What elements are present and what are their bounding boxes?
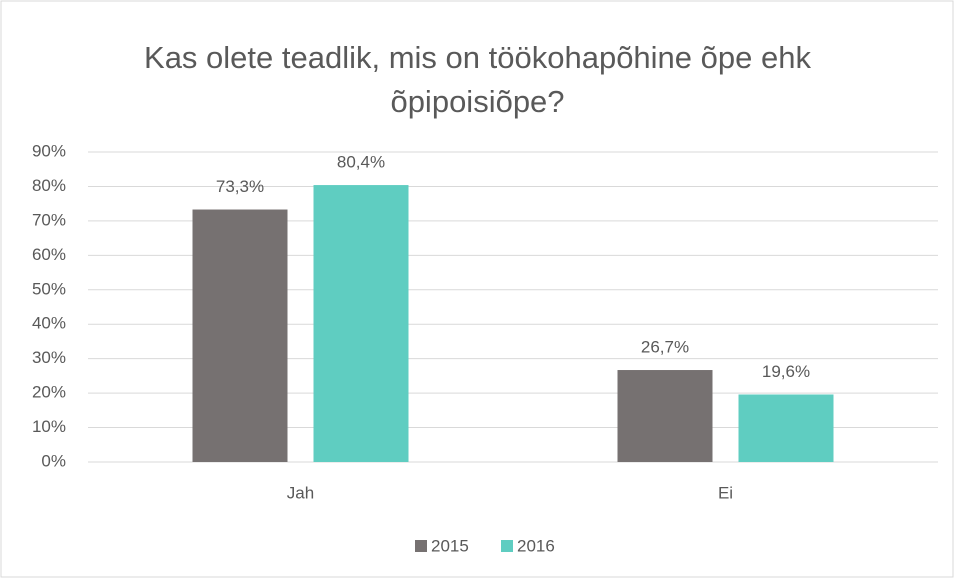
y-tick-label: 60% bbox=[32, 245, 66, 264]
y-tick-label: 30% bbox=[32, 348, 66, 367]
data-label: 73,3% bbox=[216, 177, 264, 196]
bar bbox=[617, 370, 713, 462]
data-label: 26,7% bbox=[641, 338, 689, 357]
y-tick-label: 50% bbox=[32, 279, 66, 298]
legend-label: 2016 bbox=[517, 536, 555, 555]
legend-swatch bbox=[501, 540, 513, 552]
y-tick-label: 70% bbox=[32, 210, 66, 229]
x-tick-label: Jah bbox=[287, 483, 314, 502]
data-label: 80,4% bbox=[337, 153, 385, 172]
legend-label: 2015 bbox=[431, 536, 469, 555]
y-tick-label: 20% bbox=[32, 383, 66, 402]
legend-swatch bbox=[415, 540, 427, 552]
y-tick-label: 80% bbox=[32, 176, 66, 195]
y-tick-label: 90% bbox=[32, 141, 66, 160]
bar bbox=[738, 394, 834, 462]
bar bbox=[313, 185, 409, 463]
chart-title: Kas olete teadlik, mis on töökohapõhine … bbox=[144, 40, 811, 119]
data-label: 19,6% bbox=[762, 362, 810, 381]
y-tick-label: 10% bbox=[32, 417, 66, 436]
x-tick-label: Ei bbox=[718, 483, 733, 502]
y-tick-label: 40% bbox=[32, 314, 66, 333]
bar bbox=[192, 209, 288, 462]
y-tick-label: 0% bbox=[41, 451, 66, 470]
